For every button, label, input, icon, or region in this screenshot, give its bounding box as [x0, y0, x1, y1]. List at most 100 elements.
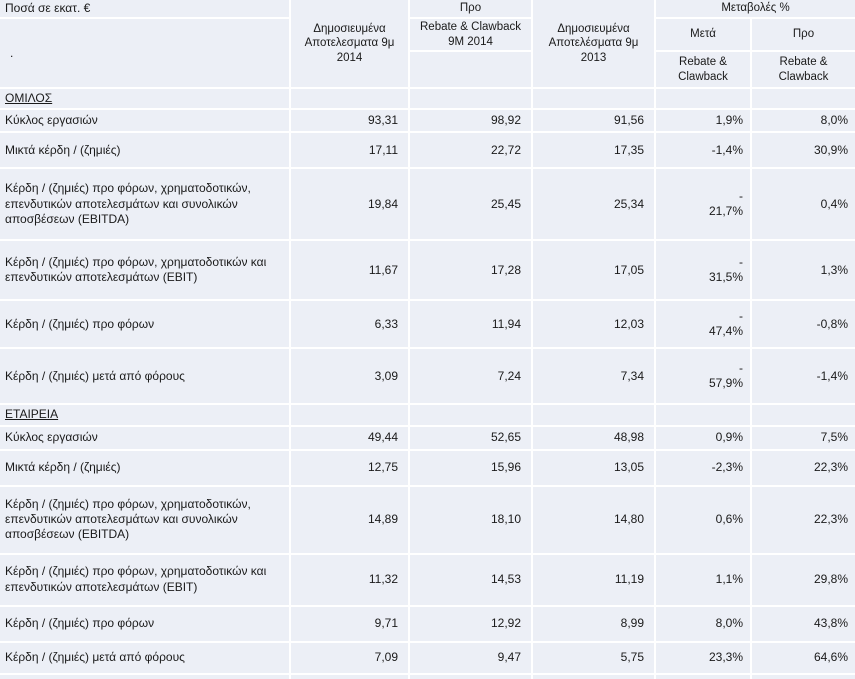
value-cell: 48,98	[533, 426, 654, 449]
value-cell: 17,35	[533, 133, 654, 168]
value-cell: 14,53	[410, 554, 531, 605]
value-cell: 1,9%	[656, 110, 750, 132]
col-header-pre-rebate-2014: Rebate & Clawback 9M 2014	[410, 19, 531, 50]
value-cell: 22,72	[410, 133, 531, 168]
col-header-published-2013: Δημοσιευμένα Αποτελέσματα 9μ 2013	[533, 0, 654, 87]
row-label: Κέρδη / (ζημιές) μετά από φόρους	[0, 642, 289, 673]
value-cell: 49,44	[291, 426, 408, 449]
value-cell: 91,56	[533, 110, 654, 132]
col-header-pre-empty	[410, 52, 531, 87]
value-cell: 9,47	[410, 642, 531, 673]
col-header-changes-after-sub: Rebate & Clawback	[656, 52, 750, 87]
value-cell: 14,89	[291, 486, 408, 553]
value-cell: 29,8%	[752, 554, 855, 605]
corner-dot: .	[0, 19, 289, 87]
value-cell: 7,34	[533, 349, 654, 404]
value-cell	[752, 89, 855, 109]
table-row: Κέρδη / (ζημιές) προ φόρων, χρηματοδοτικ…	[0, 169, 855, 240]
value-cell	[291, 405, 408, 425]
col-header-published-2014: Δημοσιευμένα Αποτελεσματα 9μ 2014	[291, 0, 408, 87]
value-cell: 13,05	[533, 450, 654, 485]
value-cell: 1,3%	[752, 241, 855, 300]
table-row: Μικτά κέρδη / (ζημιές) 17,11 22,72 17,35 -1,…	[0, 133, 855, 168]
value-cell: 11,94	[410, 301, 531, 348]
value-cell: 11,67	[291, 241, 408, 300]
value-cell	[752, 674, 855, 679]
table-row: Κέρδη / (ζημιές) μετά από φόρους 3,09 7,24…	[0, 349, 855, 404]
value-cell	[291, 674, 408, 679]
value-cell: - 31,5%	[656, 241, 750, 300]
value-cell: 93,31	[291, 110, 408, 132]
value-cell: 8,0%	[752, 110, 855, 132]
row-label: Κέρδη / (ζημιές) προ φόρων, χρηματοδοτικ…	[0, 486, 289, 553]
value-cell: 15,96	[410, 450, 531, 485]
row-label: Κέρδη / (ζημιές) προ φόρων, χρηματοδοτικ…	[0, 241, 289, 300]
value-cell: 7,09	[291, 642, 408, 673]
value-cell: - 47,4%	[656, 301, 750, 348]
value-cell: 8,0%	[656, 606, 750, 641]
table-row: Μικτά κέρδη / (ζημιές) 12,75 15,96 13,05 -2,…	[0, 450, 855, 485]
value-cell: 12,92	[410, 606, 531, 641]
value-cell: 6,33	[291, 301, 408, 348]
section-label: ΕΤΑΙΡΕΙΑ	[0, 405, 289, 425]
value-cell: 9,71	[291, 606, 408, 641]
table-row: Κέρδη / (ζημιές) προ φόρων 6,33 11,94 12,03…	[0, 301, 855, 348]
value-cell: 17,11	[291, 133, 408, 168]
value-cell: -1,4%	[656, 133, 750, 168]
value-cell: 14,80	[533, 486, 654, 553]
row-label	[0, 674, 289, 679]
table-row: Κέρδη / (ζημιές) προ φόρων, χρηματοδοτικ…	[0, 554, 855, 605]
value-cell: 18,10	[410, 486, 531, 553]
table-body: ΟΜΙΛΟΣ Κύκλος εργασιών 93,31 98,92 91,56 1,9%…	[0, 89, 855, 679]
value-cell: 11,19	[533, 554, 654, 605]
value-cell: 17,28	[410, 241, 531, 300]
value-cell: 22,3%	[752, 486, 855, 553]
col-header-changes-after: Μετά	[656, 19, 750, 50]
section-label: ΟΜΙΛΟΣ	[0, 89, 289, 109]
value-cell: 11,32	[291, 554, 408, 605]
col-header-pre-label: Προ	[410, 0, 531, 17]
table-row: Κέρδη / (ζημιές) μετά από φόρους 7,09 9,47…	[0, 642, 855, 673]
table-row: Κέρδη / (ζημιές) προ φόρων 9,71 12,92 8,99 8…	[0, 606, 855, 641]
value-cell	[533, 674, 654, 679]
value-cell: 5,75	[533, 642, 654, 673]
value-cell: - 57,9%	[656, 349, 750, 404]
value-cell: 12,03	[533, 301, 654, 348]
table-row	[0, 674, 855, 679]
row-label: Κύκλος εργασιών	[0, 110, 289, 132]
table-row: Κέρδη / (ζημιές) προ φόρων, χρηματοδοτικ…	[0, 486, 855, 553]
row-label: Κέρδη / (ζημιές) προ φόρων, χρηματοδοτικ…	[0, 554, 289, 605]
value-cell: -1,4%	[752, 349, 855, 404]
value-cell: 3,09	[291, 349, 408, 404]
value-cell: 7,5%	[752, 426, 855, 449]
value-cell	[291, 89, 408, 109]
value-cell	[752, 405, 855, 425]
value-cell	[410, 405, 531, 425]
row-label: Κέρδη / (ζημιές) προ φόρων, χρηματοδοτικ…	[0, 169, 289, 240]
row-label: Κέρδη / (ζημιές) μετά από φόρους	[0, 349, 289, 404]
value-cell: -0,8%	[752, 301, 855, 348]
table-row: ΟΜΙΛΟΣ	[0, 89, 855, 109]
value-cell: 43,8%	[752, 606, 855, 641]
value-cell: 25,34	[533, 169, 654, 240]
table-row: Κύκλος εργασιών 93,31 98,92 91,56 1,9% 8,0%	[0, 110, 855, 132]
value-cell: 22,3%	[752, 450, 855, 485]
value-cell: 30,9%	[752, 133, 855, 168]
value-cell: 25,45	[410, 169, 531, 240]
col-header-changes-pre-sub: Rebate & Clawback	[752, 52, 855, 87]
value-cell: 8,99	[533, 606, 654, 641]
value-cell: 23,3%	[656, 642, 750, 673]
value-cell	[410, 89, 531, 109]
value-cell	[410, 674, 531, 679]
table-header: Ποσά σε εκατ. € . Δημοσιευμένα Αποτελεσμ…	[0, 0, 855, 87]
units-note: Ποσά σε εκατ. €	[0, 0, 289, 17]
value-cell: 64,6%	[752, 642, 855, 673]
value-cell: 98,92	[410, 110, 531, 132]
value-cell: 52,65	[410, 426, 531, 449]
value-cell	[656, 674, 750, 679]
value-cell: 0,4%	[752, 169, 855, 240]
value-cell	[533, 89, 654, 109]
table-row: Κύκλος εργασιών 49,44 52,65 48,98 0,9% 7,5%	[0, 426, 855, 449]
value-cell	[656, 89, 750, 109]
